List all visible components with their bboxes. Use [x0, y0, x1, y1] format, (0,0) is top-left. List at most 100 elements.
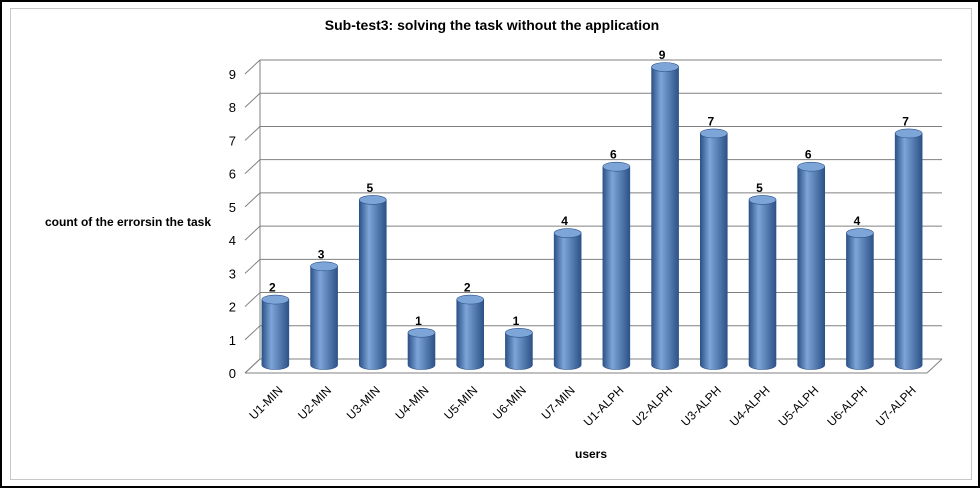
gridline-tick: [244, 225, 261, 241]
y-tick-label: 1: [229, 333, 236, 348]
data-label: 2: [269, 281, 276, 295]
x-tick-label: U7-ALPH: [873, 383, 919, 429]
data-label: 2: [464, 281, 471, 295]
y-axis-label: count of the errorsin the task: [45, 215, 211, 229]
bar-top: [797, 161, 826, 172]
x-tick-label: U5-MIN: [441, 383, 480, 422]
chart-area: [10, 8, 972, 480]
bar-body: [846, 232, 874, 370]
bar: 6: [602, 148, 631, 370]
bars: 2 3 5 1 2 1 4 6 9 7 5 6 4 7: [261, 48, 923, 370]
gridline-tick: [244, 159, 261, 175]
gridline-tick: [244, 325, 261, 341]
x-tick-label: U3-MIN: [344, 383, 383, 422]
bar: 9: [651, 48, 679, 370]
data-label: 3: [318, 247, 325, 261]
bar: 3: [310, 247, 338, 370]
bar-top: [310, 261, 338, 272]
x-tick-label: U2-MIN: [295, 383, 334, 422]
bar-top: [748, 195, 777, 205]
gridline-tick: [244, 358, 261, 374]
x-tick-labels: U1-MIN U2-MIN U3-MIN U4-MIN U5-MIN U6-MIN U7-M…: [246, 383, 918, 429]
data-label: 5: [756, 181, 763, 195]
bar-top: [651, 62, 679, 72]
x-tick-label: U1-MIN: [246, 383, 285, 422]
bar-top: [699, 128, 728, 139]
y-tick-label: 8: [229, 100, 236, 115]
bar-top: [456, 294, 485, 305]
y-tick-label: 5: [229, 200, 236, 215]
bar-body: [261, 299, 290, 370]
x-tick-label: U6-ALPH: [824, 383, 870, 429]
y-tick-label: 7: [229, 133, 236, 148]
data-label: 4: [854, 214, 861, 228]
bar: 2: [456, 281, 485, 370]
data-label: 9: [659, 48, 666, 62]
bar-top: [261, 294, 290, 305]
gridline-tick: [244, 192, 261, 208]
bar: 4: [553, 214, 582, 370]
y-tick-label: 6: [229, 167, 236, 182]
bar: 6: [797, 148, 826, 370]
gridline-tick: [244, 59, 261, 75]
gridline-tick: [244, 292, 261, 307]
bar-body: [456, 299, 485, 370]
y-tick-label: 0: [229, 366, 236, 381]
bar: 7: [699, 114, 728, 370]
y-tick-label: 3: [229, 266, 236, 281]
y-tick-label: 4: [229, 233, 236, 248]
x-tick-label: U4-MIN: [392, 383, 431, 422]
x-tick-label: U1-ALPH: [581, 383, 627, 429]
data-label: 6: [805, 148, 812, 162]
bar-body: [310, 266, 338, 370]
x-tick-label: U5-ALPH: [776, 383, 822, 429]
chart-title: Sub-test3: solving the task without the …: [325, 17, 659, 33]
bar-top: [553, 228, 582, 238]
bar: 1: [505, 314, 533, 370]
bar-top: [602, 161, 631, 172]
bar-body: [407, 332, 436, 370]
x-tick-label: U4-ALPH: [727, 383, 773, 429]
bar-body: [358, 199, 387, 370]
x-tick-label: U6-MIN: [490, 383, 529, 422]
y-tick-label: 2: [229, 300, 236, 315]
data-label: 7: [707, 114, 714, 128]
bar: 2: [261, 281, 290, 370]
gridline-tick: [244, 258, 261, 274]
y-tick-label: 9: [229, 67, 236, 82]
bar: 5: [358, 181, 387, 370]
data-label: 7: [902, 114, 909, 128]
grid-lines: [244, 59, 943, 374]
data-label: 5: [366, 181, 373, 195]
bar-top: [894, 128, 923, 139]
floor-edge-line: [926, 358, 943, 374]
x-axis-label: users: [575, 447, 607, 461]
bar-top: [358, 195, 387, 205]
x-tick-label: U3-ALPH: [678, 383, 724, 429]
data-label: 1: [415, 314, 422, 328]
bar-body: [894, 133, 923, 370]
bar-body: [602, 166, 631, 370]
bar: 4: [846, 214, 874, 370]
gridline-tick: [244, 126, 261, 141]
data-label: 6: [610, 148, 617, 162]
bar-top: [505, 327, 533, 338]
bar-top: [846, 228, 874, 238]
bar-body: [748, 199, 777, 370]
data-label: 4: [561, 214, 568, 228]
bar: 1: [407, 314, 436, 370]
bar-body: [505, 332, 533, 370]
bar-body: [699, 133, 728, 370]
x-tick-label: U7-MIN: [539, 383, 578, 422]
bar: 7: [894, 114, 923, 370]
gridline-tick: [244, 92, 261, 108]
y-tick-labels: 0 1 2 3 4 5 6 7 8 9: [229, 67, 236, 381]
bar: 5: [748, 181, 777, 370]
bar-body: [797, 166, 826, 370]
bar-body: [651, 66, 679, 370]
bar-body: [553, 232, 582, 370]
data-label: 1: [513, 314, 520, 328]
bar-top: [407, 327, 436, 338]
